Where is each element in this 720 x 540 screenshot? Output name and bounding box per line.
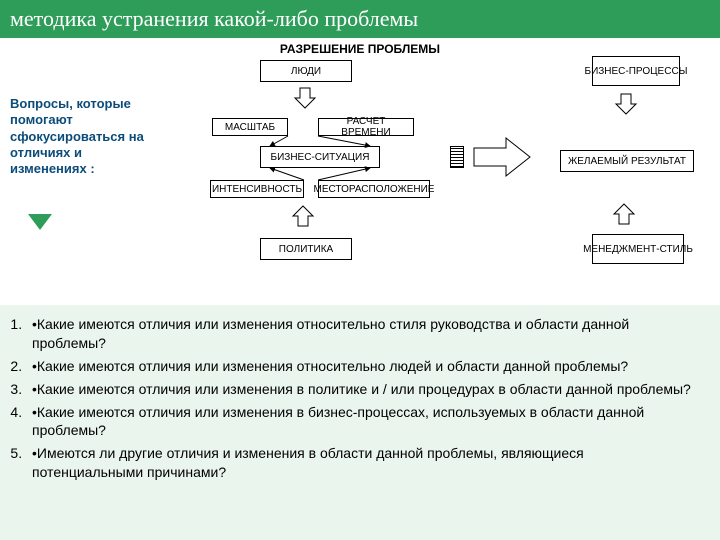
- question-item: •Какие имеются отличия или изменения в б…: [26, 403, 692, 441]
- arrow-big-right: [472, 136, 532, 178]
- arrow-proc_down: [614, 92, 636, 114]
- question-item: •Какие имеются отличия или изменения в п…: [26, 380, 692, 399]
- questions-panel: •Какие имеются отличия или изменения отн…: [0, 305, 720, 540]
- hatched-bar: [450, 146, 464, 168]
- node-result: ЖЕЛАЕМЫЙ РЕЗУЛЬТАТ: [560, 150, 694, 172]
- questions-list: •Какие имеются отличия или изменения отн…: [26, 315, 692, 482]
- arrow-people_down: [293, 86, 315, 108]
- diagram-canvas: ЛЮДИБИЗНЕС-ПРОЦЕССЫМАСШТАБРАСЧЕТ ВРЕМЕНИ…: [0, 42, 720, 302]
- question-item: •Имеются ли другие отличия и изменения в…: [26, 444, 692, 482]
- question-item: •Какие имеются отличия или изменения отн…: [26, 357, 692, 376]
- node-politics: ПОЛИТИКА: [260, 238, 352, 260]
- small-arrow-intensity: [266, 164, 308, 184]
- small-arrow-timing: [314, 132, 374, 150]
- arrow-politics_up: [293, 206, 315, 228]
- question-item: •Какие имеются отличия или изменения отн…: [26, 315, 692, 353]
- small-arrow-location: [314, 164, 374, 184]
- node-mgmt_style: МЕНЕДЖМЕНТ-СТИЛЬ: [592, 234, 684, 264]
- node-processes: БИЗНЕС-ПРОЦЕССЫ: [592, 56, 680, 86]
- node-people: ЛЮДИ: [260, 60, 352, 82]
- arrow-mgmt_up: [614, 204, 636, 226]
- header-bar: методика устранения какой-либо проблемы: [0, 0, 720, 38]
- small-arrow-scale: [266, 132, 292, 150]
- header-title: методика устранения какой-либо проблемы: [10, 6, 418, 32]
